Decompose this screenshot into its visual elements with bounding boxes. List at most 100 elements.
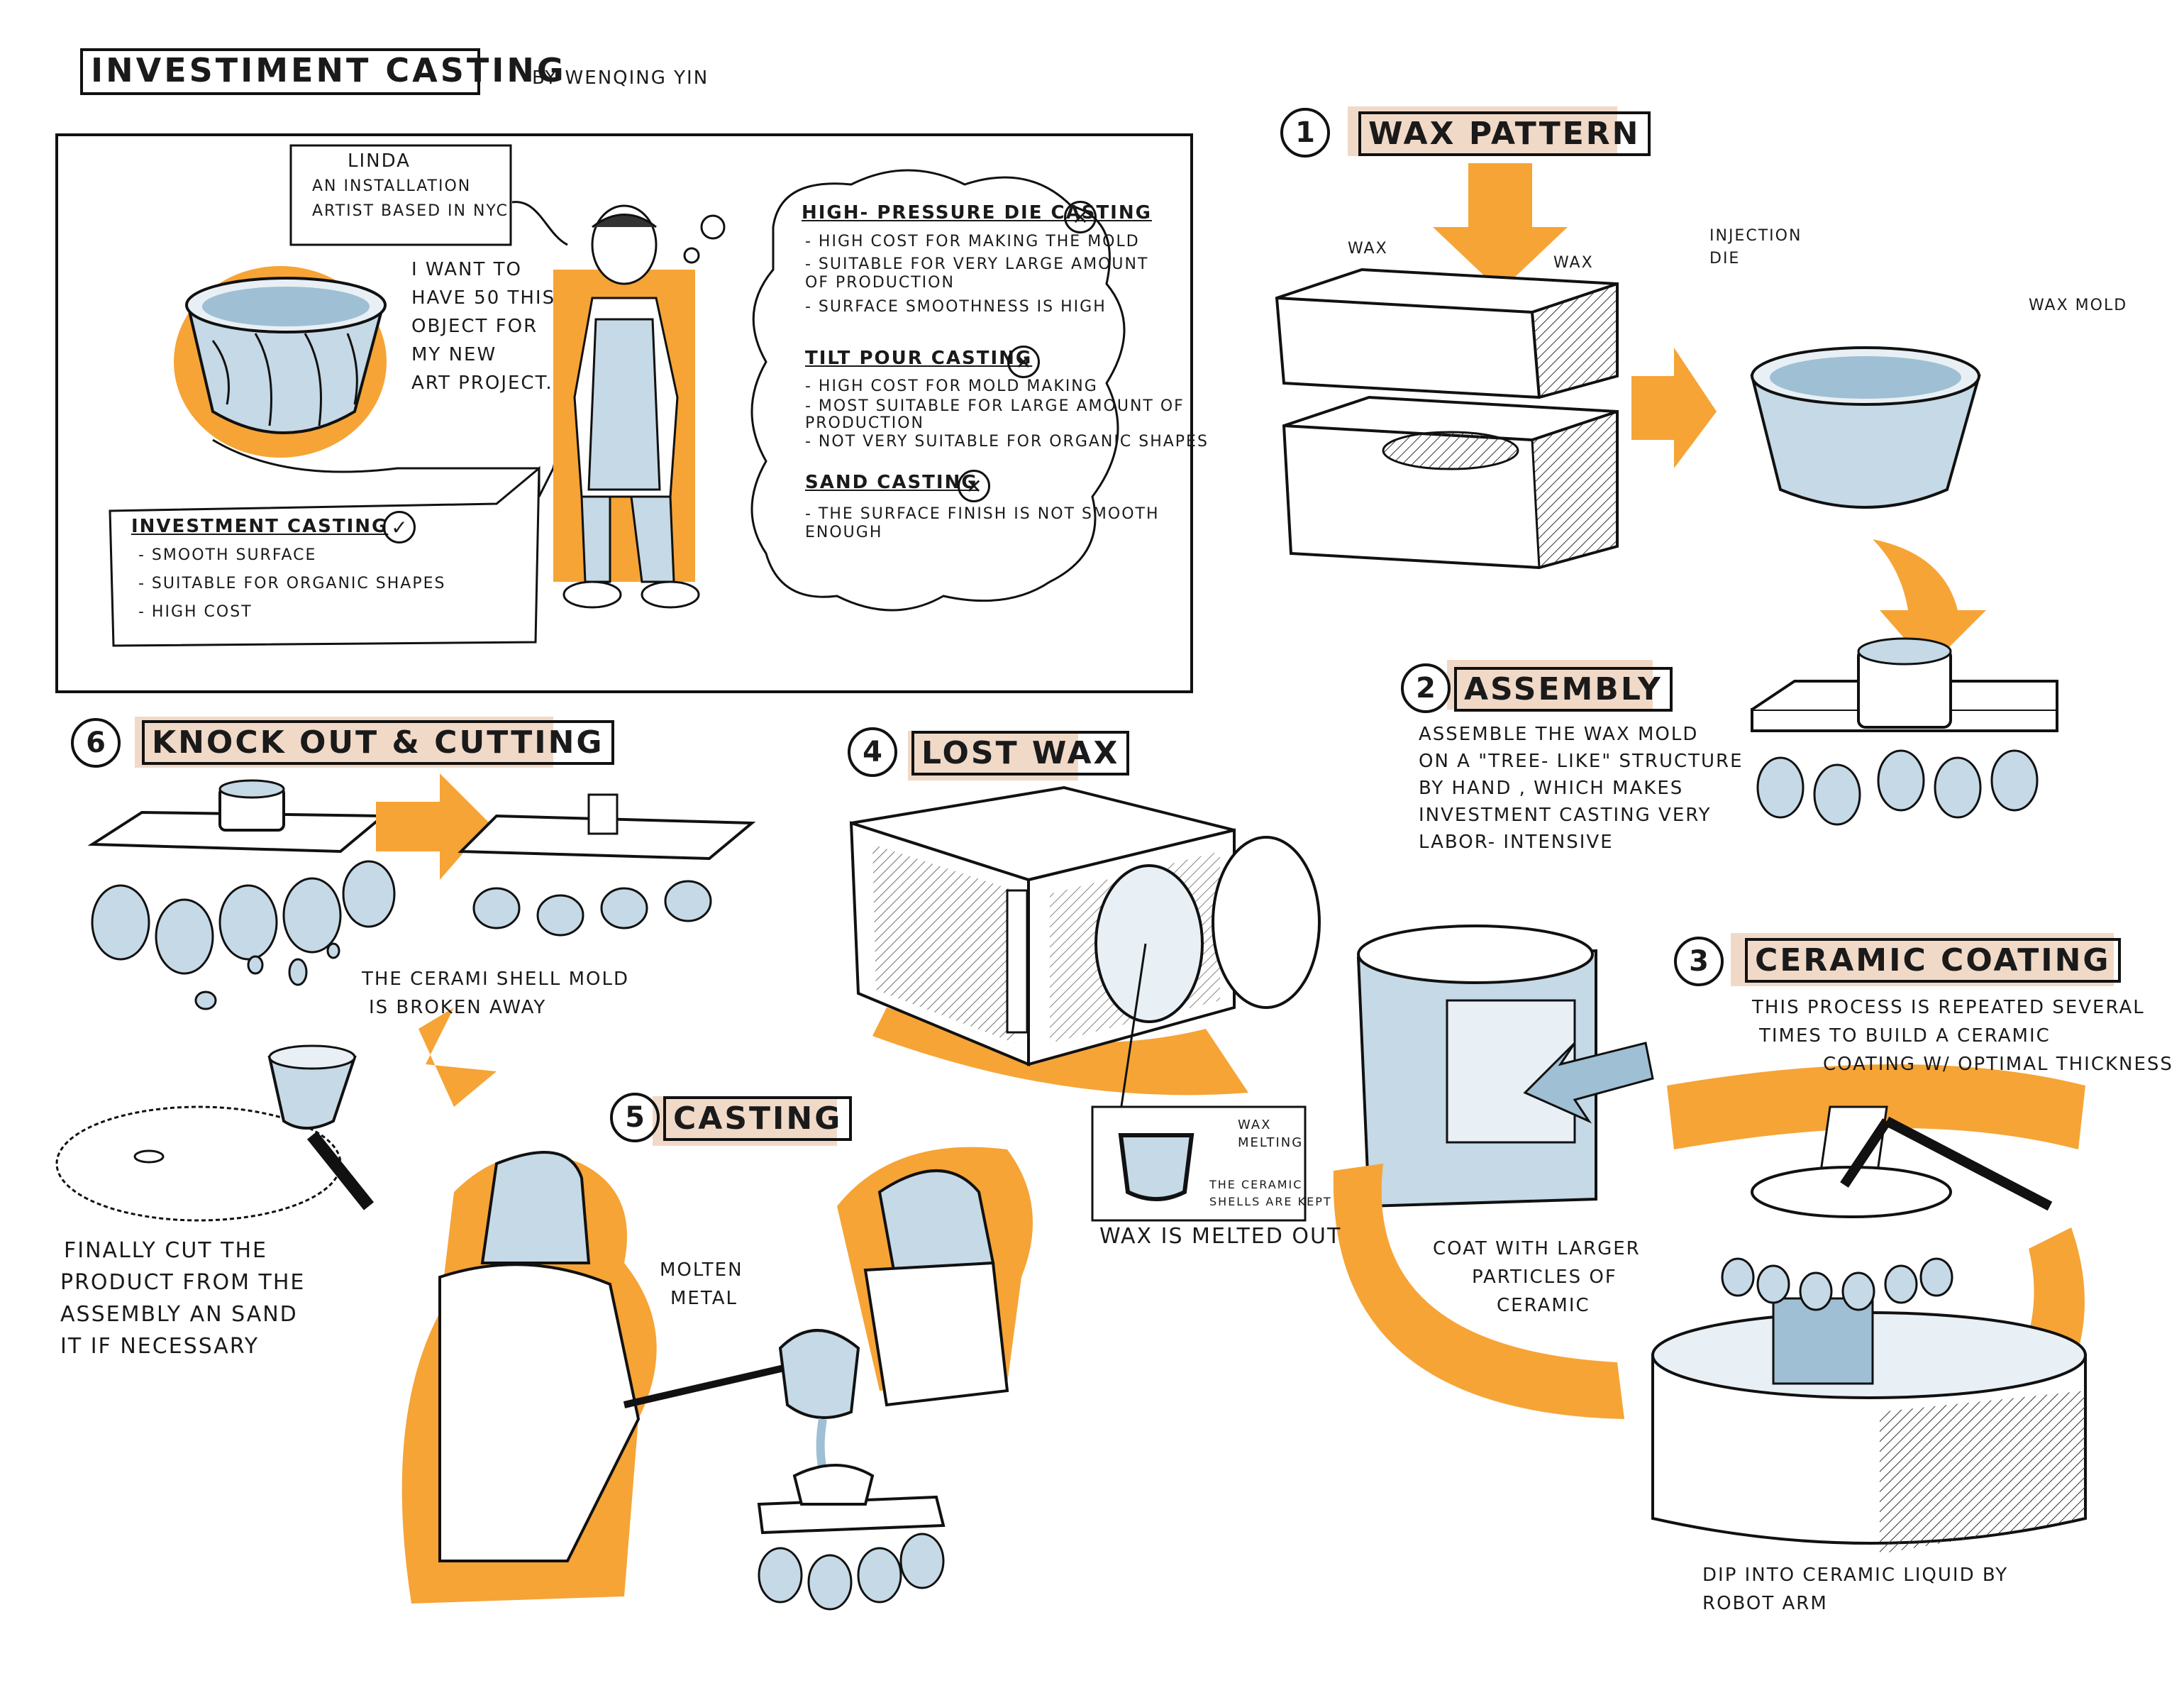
persona-box — [289, 144, 512, 246]
furnace — [849, 785, 1321, 1096]
artist-figure — [553, 204, 700, 609]
author-credit: BY WENQING YIN — [532, 67, 709, 89]
title-frame — [80, 48, 480, 95]
injection-label-1: INJECTION — [1709, 227, 1802, 245]
cut-label-3: ASSEMBLY AN SAND — [60, 1302, 298, 1327]
method-3-title: SAND CASTING — [805, 472, 978, 493]
wax-mold-label: WAX MOLD — [2029, 297, 2128, 314]
speech-line-3: OBJECT FOR — [411, 316, 538, 337]
cut-label-1: FINALLY CUT THE — [64, 1238, 267, 1263]
knockout-tree-left — [87, 779, 396, 975]
coat-label-1: COAT WITH LARGER — [1433, 1238, 1641, 1259]
method-3-item-2: ENOUGH — [805, 524, 883, 541]
s1-down-arrow — [1433, 163, 1568, 291]
s1-right-arrow — [1631, 348, 1717, 468]
cycle-arrow-left — [1333, 1164, 1624, 1419]
method-1-item-4: - SURFACE SMOOTHNESS IS HIGH — [805, 298, 1107, 316]
cross-icon-2: ✕ — [1007, 346, 1040, 378]
broken-label-2: IS BROKEN AWAY — [369, 997, 547, 1018]
method-3-item-1: - THE SURFACE FINISH IS NOT SMOOTH — [805, 505, 1160, 523]
method-2-item-1: - HIGH COST FOR MOLD MAKING — [805, 377, 1098, 395]
wax-melted-caption: WAX IS MELTED OUT — [1099, 1224, 1342, 1249]
intro-bowl — [174, 266, 387, 458]
dip-tank — [1651, 1297, 2087, 1554]
step-3-title: CERAMIC COATING — [1745, 938, 2121, 983]
injection-label-2: DIE — [1709, 250, 1741, 267]
dip-label-2: ROBOT ARM — [1702, 1593, 1828, 1614]
s6-down-arrow — [418, 1008, 497, 1107]
step-4-number: 4 — [848, 727, 897, 777]
page-title: INVESTIMENT CASTING — [91, 51, 567, 89]
method-2-item-4: - NOT VERY SUITABLE FOR ORGANIC SHAPES — [805, 433, 1209, 451]
s5-title-bg — [653, 1096, 837, 1146]
step-1-title: WAX PATTERN — [1358, 111, 1651, 156]
robot-arm — [1721, 1105, 2053, 1311]
cut-label-2: PRODUCT FROM THE — [60, 1270, 306, 1295]
step-2-desc-3: BY HAND , WHICH MAKES — [1419, 778, 1684, 799]
speech-line-4: MY NEW — [411, 344, 497, 365]
method-1-title: HIGH- PRESSURE DIE CASTING — [802, 202, 1152, 224]
coat-label-3: CERAMIC — [1497, 1295, 1590, 1316]
s1-title-bg — [1348, 106, 1617, 156]
step-5-title: CASTING — [663, 1096, 853, 1141]
investment-item-2: - SUITABLE FOR ORGANIC SHAPES — [138, 575, 446, 592]
shells-kept-2: SHELLS ARE KEPT — [1209, 1195, 1332, 1208]
persona-pointer — [511, 201, 568, 246]
step-3-number: 3 — [1674, 937, 1724, 986]
speech-bubble-line — [212, 438, 562, 497]
persona-name: LINDA — [348, 150, 411, 172]
investment-box — [109, 465, 541, 647]
broken-label-1: THE CERAMI SHELL MOLD — [362, 969, 629, 990]
casting-scene — [401, 1147, 1033, 1611]
coating-drum — [1356, 925, 1597, 1208]
s6-title-bg — [135, 717, 553, 768]
molten-metal-1: MOLTEN — [660, 1259, 743, 1281]
s3-title-bg — [1731, 933, 2114, 986]
speech-line-2: HAVE 50 THIS — [411, 287, 556, 309]
assembly-tree — [1751, 637, 2058, 826]
wax-melting-1: WAX — [1238, 1118, 1272, 1132]
persona-line-2: AN INSTALLATION — [312, 177, 472, 195]
investment-item-1: - SMOOTH SURFACE — [138, 546, 317, 564]
investment-item-3: - HIGH COST — [138, 603, 253, 621]
step-2-title: ASSEMBLY — [1454, 667, 1673, 712]
saw-blade — [55, 1044, 375, 1222]
molten-metal-2: METAL — [670, 1288, 738, 1309]
step-6-title: KNOCK OUT & CUTTING — [142, 720, 614, 765]
s6-right-arrow — [376, 773, 489, 880]
wax-melting-2: MELTING — [1238, 1135, 1304, 1150]
persona-line-3: ARTIST BASED IN NYC — [312, 202, 509, 220]
step-5-number: 5 — [610, 1093, 660, 1142]
wax-label-right: WAX — [1553, 254, 1594, 272]
step-4-title: LOST WAX — [911, 731, 1130, 776]
step-3-desc-2: TIMES TO BUILD A CERAMIC — [1759, 1025, 2051, 1047]
wax-label-left: WAX — [1348, 240, 1388, 258]
speech-line-1: I WANT TO — [411, 259, 522, 280]
step-3-desc-1: THIS PROCESS IS REPEATED SEVERAL — [1752, 997, 2145, 1018]
step-2-desc-4: INVESTMENT CASTING VERY — [1419, 805, 1712, 826]
injection-die — [1275, 267, 1619, 570]
s4-title-bg — [908, 731, 1078, 780]
method-2-item-2: - MOST SUITABLE FOR LARGE AMOUNT OF — [805, 397, 1185, 415]
lost-wax-inset — [1091, 1105, 1307, 1222]
cross-icon-3: ✕ — [958, 470, 990, 502]
speech-line-5: ART PROJECT. — [411, 373, 553, 394]
step-2-desc-1: ASSEMBLE THE WAX MOLD — [1419, 724, 1699, 745]
cross-icon-1: ✕ — [1064, 201, 1097, 233]
knockout-tree-right — [458, 793, 756, 937]
s1-curved-arrow — [1873, 539, 1986, 667]
coat-label-2: PARTICLES OF — [1472, 1267, 1617, 1288]
step-2-desc-2: ON A "TREE- LIKE" STRUCTURE — [1419, 751, 1744, 772]
thought-cloud — [750, 169, 1126, 612]
shell-fragments — [194, 942, 340, 1010]
wax-mold-bowl — [1750, 346, 1981, 509]
step-2-number: 2 — [1401, 663, 1451, 713]
method-1-item-1: - HIGH COST FOR MAKING THE MOLD — [805, 233, 1140, 250]
method-2-title: TILT POUR CASTING — [805, 348, 1033, 369]
shells-kept-1: THE CERAMIC — [1209, 1178, 1303, 1191]
method-2-item-3: PRODUCTION — [805, 414, 924, 432]
investment-box-title: INVESTMENT CASTING — [131, 516, 389, 537]
intro-frame — [55, 133, 1193, 693]
cut-label-4: IT IF NECESSARY — [60, 1334, 260, 1359]
